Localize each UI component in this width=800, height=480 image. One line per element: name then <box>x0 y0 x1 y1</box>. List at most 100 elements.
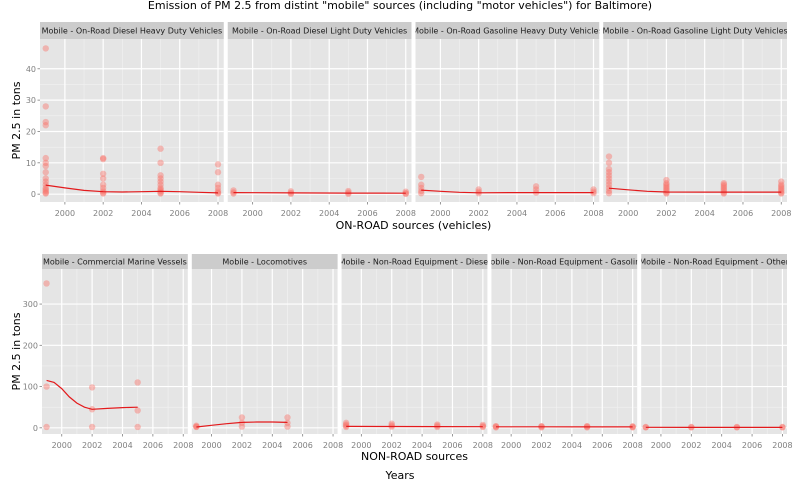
years-label: Years <box>384 469 414 480</box>
data-point <box>388 420 395 427</box>
y-tick-label: 200 <box>23 341 38 350</box>
data-point <box>605 159 613 167</box>
facet-strip <box>227 22 412 39</box>
data-point <box>720 181 728 188</box>
data-point <box>642 424 649 431</box>
smooth-line <box>45 184 219 194</box>
y-tick-label: 0 <box>33 424 38 433</box>
data-point <box>590 188 597 195</box>
data-point <box>42 186 49 193</box>
data-point <box>778 186 785 193</box>
x-tick-label: 2000 <box>55 209 75 218</box>
chart-row-2: PM 2.5 in tons NON-ROAD sources 0 100 200 300… <box>10 254 793 463</box>
x-tick-label: 2008 <box>622 441 642 450</box>
x-tick-label: 2004 <box>562 441 582 450</box>
x-tick-label: 2006 <box>143 441 163 450</box>
data-point <box>590 186 597 193</box>
facet-strip-label: Mobile - Locomotives <box>222 258 307 267</box>
data-point <box>778 181 785 188</box>
x-tick-label: 2000 <box>242 209 262 218</box>
facet-strip <box>40 22 224 39</box>
data-point <box>418 190 425 197</box>
data-point <box>42 190 49 197</box>
facet-strip-label: Mobile - On-Road Diesel Heavy Duty Vehic… <box>42 27 223 36</box>
data-point <box>42 169 49 176</box>
data-point <box>342 422 350 429</box>
data-point <box>779 424 786 431</box>
data-point <box>778 183 785 190</box>
data-point <box>342 419 350 427</box>
x-tick-label: 2006 <box>292 441 312 450</box>
facet-background <box>227 39 412 202</box>
x-tick-label: 2006 <box>733 209 753 218</box>
facet-background <box>603 39 787 202</box>
facet-background <box>491 269 638 434</box>
facet-strip <box>641 254 787 269</box>
facet-panel: Mobile - Non-Road Equipment - Diesel 2000… <box>341 254 493 450</box>
facet-panel: Mobile - Locomotives 2000 2002 2004 2006 2008 <box>191 254 343 450</box>
data-point <box>99 184 107 192</box>
x-tick-label: 2008 <box>173 441 193 450</box>
x-tick-label: 2004 <box>507 209 527 218</box>
data-point <box>532 183 540 190</box>
x-tick-label: 2000 <box>430 209 450 218</box>
data-point <box>434 422 441 429</box>
x-tick-label: 2006 <box>170 209 190 218</box>
data-point <box>663 183 670 190</box>
facet-background <box>42 269 188 434</box>
x-tick-label: 2006 <box>442 441 462 450</box>
data-point <box>583 422 591 430</box>
x-tick-label: 2006 <box>545 209 565 218</box>
facet-strip <box>42 254 188 269</box>
data-point <box>214 184 222 192</box>
data-point <box>605 172 613 179</box>
x-tick-label: 2008 <box>772 441 792 450</box>
facet-strip <box>491 254 638 269</box>
facet-background <box>191 269 338 434</box>
data-point <box>629 424 636 431</box>
data-point <box>418 184 425 192</box>
facet-background <box>341 269 488 434</box>
data-point <box>663 186 670 193</box>
x-tick-label: 2000 <box>201 441 221 450</box>
data-point <box>605 190 613 197</box>
x-tick-label: 2008 <box>583 209 603 218</box>
data-point <box>157 181 164 188</box>
data-point <box>284 414 291 421</box>
x-axis-label: ON-ROAD sources (vehicles) <box>336 219 492 232</box>
facet-strip-label: Mobile - On-Road Gasoline Heavy Duty Veh… <box>412 27 603 36</box>
facet-strip-label: Mobile - On-Road Diesel Light Duty Vehic… <box>232 27 407 36</box>
x-tick-label: 2008 <box>323 441 343 450</box>
data-point <box>720 179 728 187</box>
chart-row-1: PM 2.5 in tons ON-ROAD sources (vehicles)… <box>10 22 791 232</box>
data-point <box>642 423 649 431</box>
y-tick-label: 0 <box>31 190 36 199</box>
facet-strip-label: Mobile - Non-Road Equipment - Gasoline <box>483 258 645 267</box>
data-point <box>99 155 107 163</box>
data-point <box>287 190 295 198</box>
x-tick-label: 2002 <box>681 441 701 450</box>
data-point <box>720 190 728 197</box>
data-point <box>214 169 222 176</box>
x-tick-label: 2008 <box>208 209 228 218</box>
data-point <box>779 423 786 431</box>
x-tick-label: 2000 <box>618 209 638 218</box>
x-tick-label: 2002 <box>93 209 113 218</box>
data-point <box>778 190 785 197</box>
data-point <box>214 190 222 197</box>
data-point <box>605 153 613 160</box>
data-point <box>134 379 141 386</box>
data-point <box>720 184 728 192</box>
x-tick-label: 2004 <box>112 441 132 450</box>
data-point <box>284 423 291 430</box>
data-point <box>157 172 164 179</box>
smooth-line <box>233 192 406 194</box>
data-point <box>629 423 636 430</box>
data-point <box>99 170 107 177</box>
x-tick-label: 2006 <box>592 441 612 450</box>
data-point <box>663 190 670 197</box>
x-tick-label: 2002 <box>656 209 676 218</box>
data-point <box>605 165 613 173</box>
smooth-line <box>421 189 594 194</box>
data-point <box>479 422 487 430</box>
